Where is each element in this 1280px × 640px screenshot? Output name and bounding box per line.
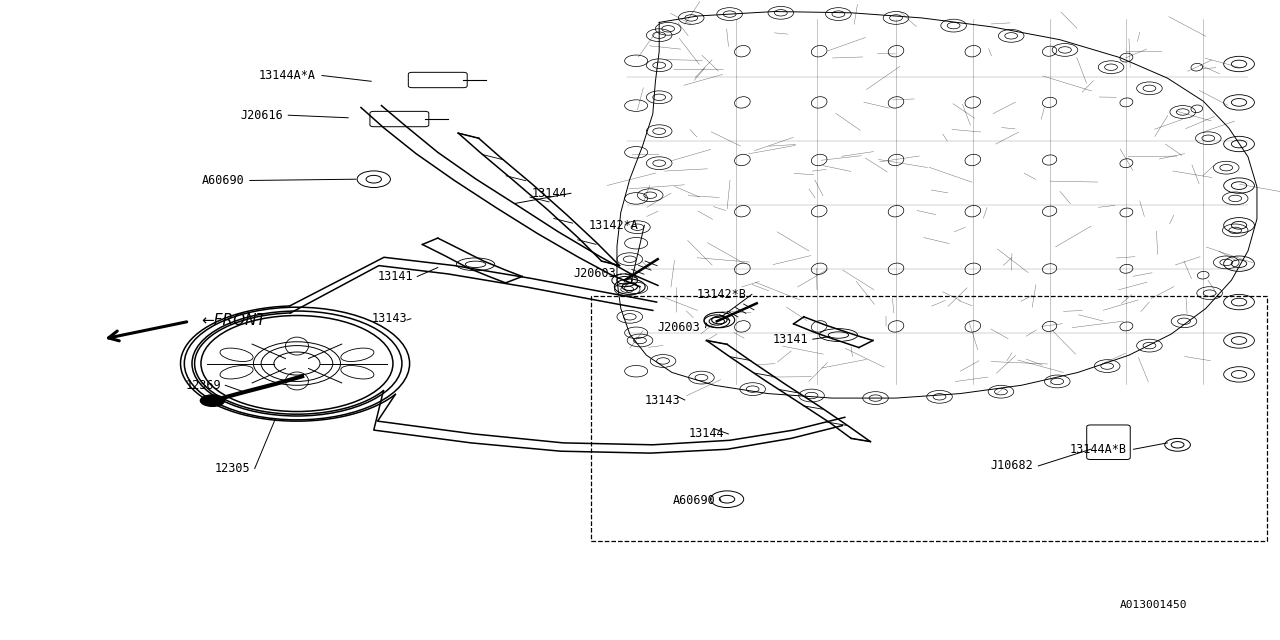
Bar xyxy=(591,296,1267,541)
Text: 13144A*A: 13144A*A xyxy=(259,69,316,82)
Text: J10682: J10682 xyxy=(991,460,1033,472)
Circle shape xyxy=(200,394,225,407)
Text: 13141: 13141 xyxy=(773,333,809,346)
Text: 13144: 13144 xyxy=(689,428,724,440)
Text: A013001450: A013001450 xyxy=(1120,600,1188,610)
Text: 13142*A: 13142*A xyxy=(589,219,639,232)
Text: ←FRONT: ←FRONT xyxy=(201,313,266,328)
Text: 13143: 13143 xyxy=(645,394,681,406)
Text: 13143: 13143 xyxy=(371,312,407,325)
Text: 13144: 13144 xyxy=(531,187,567,200)
Text: 13141: 13141 xyxy=(378,270,413,283)
Text: 12305: 12305 xyxy=(215,462,251,475)
Text: A60690: A60690 xyxy=(202,174,244,187)
Text: A60690: A60690 xyxy=(673,494,716,507)
Text: 13144A*B: 13144A*B xyxy=(1070,443,1128,456)
Text: 13142*B: 13142*B xyxy=(696,288,746,301)
Text: 12369: 12369 xyxy=(186,379,221,392)
Text: J20603: J20603 xyxy=(658,321,700,334)
Text: J20603: J20603 xyxy=(573,268,616,280)
Text: J20616: J20616 xyxy=(241,109,283,122)
